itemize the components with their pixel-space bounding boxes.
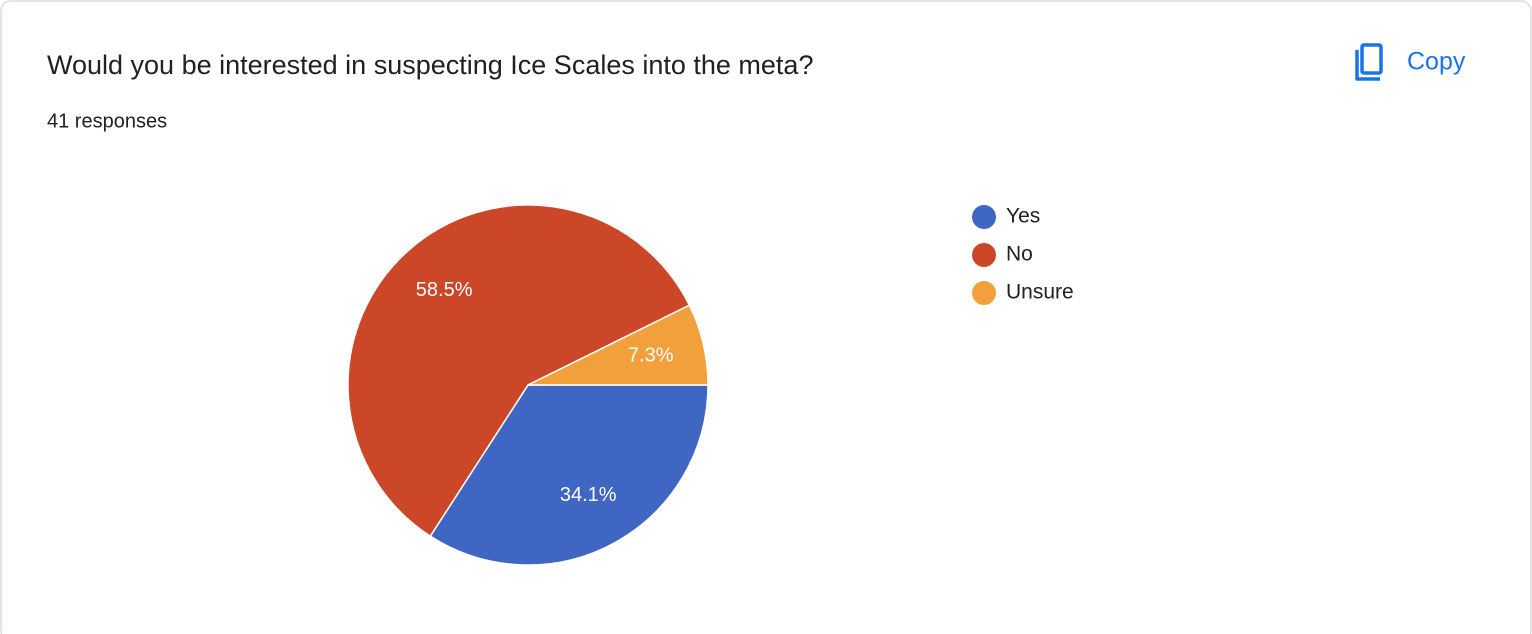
copy-icon [1360, 43, 1383, 75]
pie-slice [347, 204, 691, 538]
copy-icon [1355, 50, 1380, 81]
slice-label: 34.1% [560, 484, 617, 506]
pie-slice [527, 304, 709, 386]
chart-title: Would you be interested in suspecting Ic… [47, 50, 813, 80]
legend-marker [972, 243, 996, 267]
legend-label: No [1006, 243, 1033, 266]
legend-marker [972, 205, 996, 229]
slice-label: 7.3% [628, 345, 674, 367]
legend-label: Unsure [1006, 281, 1074, 304]
legend-marker [972, 281, 996, 305]
copy-button[interactable]: Copy [1340, 38, 1490, 88]
slice-label: 58.5% [416, 279, 473, 301]
chart-subtitle: 41 responses [47, 110, 167, 132]
copy-label[interactable]: Copy [1407, 48, 1466, 76]
legend-label: Yes [1006, 205, 1040, 228]
